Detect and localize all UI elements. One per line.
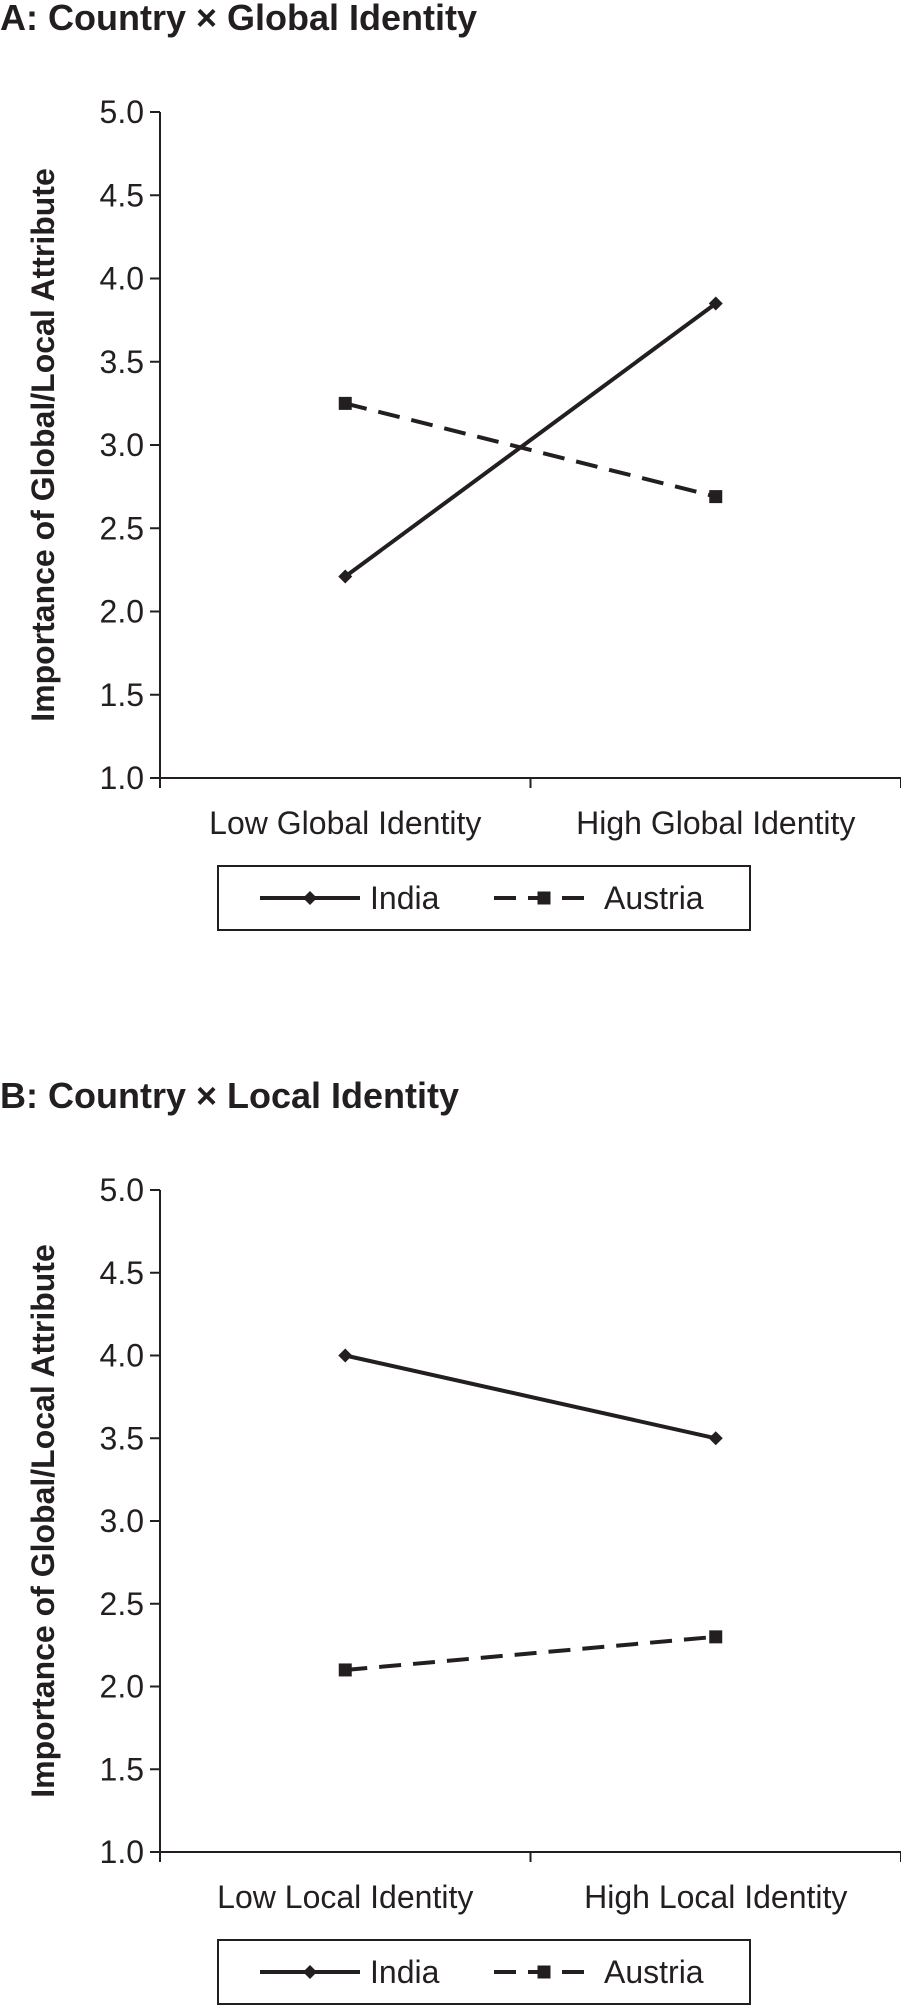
chart-b-y-tick-label: 3.5 — [100, 1420, 144, 1456]
chart-b-legend-india-label: India — [370, 1954, 440, 1990]
chart-a-legend-india-marker — [303, 891, 317, 905]
chart-a-series — [338, 296, 723, 584]
chart-a-legend-austria-marker — [537, 891, 551, 905]
chart-a-y-tick-label: 2.5 — [100, 510, 144, 546]
chart-a-y-tick-label: 1.0 — [100, 760, 144, 796]
chart-b-y-tick-label: 4.0 — [100, 1338, 144, 1374]
chart-b-x-categories: Low Local Identity High Local Identity — [217, 1879, 847, 1915]
chart-a-y-tick-label: 4.0 — [100, 261, 144, 297]
chart-a-axes — [159, 112, 901, 788]
chart-a-y-tick-label: 4.5 — [100, 177, 144, 213]
chart-b-axes — [159, 1190, 901, 1862]
chart-a-series-austria-point — [338, 396, 352, 410]
chart-b-y-tick-label: 2.0 — [100, 1669, 144, 1705]
chart-b-y-tick-label: 5.0 — [100, 1172, 144, 1208]
chart-b-y-tick-label: 1.5 — [100, 1751, 144, 1787]
chart-a-y-axis-label: Importance of Global/Local Attribute — [25, 168, 61, 722]
chart-b-series-india-point — [338, 1348, 353, 1363]
chart-b-y-tick-label: 1.0 — [100, 1834, 144, 1870]
chart-b-legend-austria-marker — [537, 1965, 551, 1979]
chart-a-series-india-point — [708, 296, 723, 311]
chart-b-title: B: Country × Local Identity — [0, 1075, 459, 1116]
chart-a-y-tick-label: 2.0 — [100, 594, 144, 630]
chart-b-legend-india-marker — [303, 1965, 317, 1979]
chart-a-series-india-line — [344, 301, 717, 579]
chart-b-series-india-line — [344, 1353, 717, 1441]
chart-a-legend: India Austria — [217, 865, 751, 931]
chart-a-series-austria-line — [344, 401, 717, 499]
chart-a-series-austria-point — [709, 490, 723, 504]
chart-b-y-tick-label: 2.5 — [100, 1586, 144, 1622]
chart-b-x-category-label: Low Local Identity — [217, 1879, 473, 1915]
chart-b-y-axis-label: Importance of Global/Local Attribute — [25, 1244, 61, 1798]
chart-a-y-ticks: 1.0 1.5 2.0 2.5 3.0 3.5 4.0 4.5 5.0 — [100, 94, 160, 796]
chart-b-y-tick-label: 3.0 — [100, 1503, 144, 1539]
chart-b: B: Country × Local Identity Importance o… — [0, 1075, 901, 2005]
chart-b-series-austria-point — [338, 1663, 352, 1677]
chart-a-legend-austria-label: Austria — [604, 880, 704, 916]
chart-b-series — [338, 1348, 723, 1677]
chart-a-x-category-label: High Global Identity — [576, 805, 855, 841]
chart-a-y-tick-label: 5.0 — [100, 94, 144, 130]
chart-b-y-ticks: 1.0 1.5 2.0 2.5 3.0 3.5 4.0 4.5 5.0 — [100, 1172, 160, 1870]
chart-a-y-tick-label: 1.5 — [100, 677, 144, 713]
chart-b-y-tick-label: 4.5 — [100, 1255, 144, 1291]
chart-a-x-categories: Low Global Identity High Global Identity — [209, 805, 855, 841]
chart-a-y-tick-label: 3.0 — [100, 427, 144, 463]
chart-a-legend-india-label: India — [370, 880, 440, 916]
chart-a-title: A: Country × Global Identity — [0, 0, 477, 38]
chart-b-legend: India Austria — [217, 1939, 751, 2005]
chart-b-series-austria-point — [709, 1630, 723, 1644]
chart-b-series-austria-line — [345, 1634, 716, 1672]
chart-a-y-tick-label: 3.5 — [100, 344, 144, 380]
chart-a-series-india-point — [338, 569, 353, 584]
chart-b-series-india-point — [708, 1431, 723, 1446]
chart-b-x-category-label: High Local Identity — [584, 1879, 847, 1915]
chart-a-x-category-label: Low Global Identity — [209, 805, 481, 841]
chart-b-legend-austria-label: Austria — [604, 1954, 704, 1990]
chart-a: A: Country × Global Identity Importance … — [0, 0, 901, 931]
